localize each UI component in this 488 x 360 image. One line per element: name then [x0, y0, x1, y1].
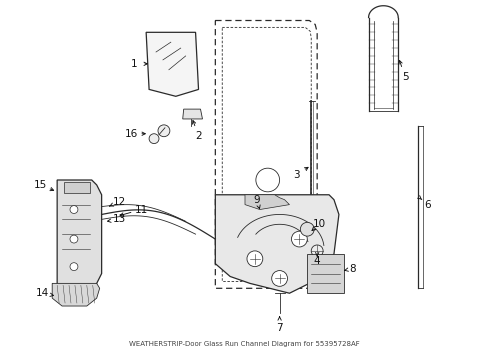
Text: 3: 3: [292, 170, 299, 180]
Text: 8: 8: [349, 264, 355, 274]
Text: 4: 4: [313, 256, 320, 266]
Text: 13: 13: [113, 215, 126, 224]
Circle shape: [158, 125, 169, 137]
Text: 15: 15: [34, 180, 47, 190]
Circle shape: [310, 245, 323, 257]
Polygon shape: [52, 283, 100, 306]
Circle shape: [291, 231, 306, 247]
Text: 5: 5: [401, 72, 407, 82]
Text: WEATHERSTRIP-Door Glass Run Channel Diagram for 55395728AF: WEATHERSTRIP-Door Glass Run Channel Diag…: [128, 341, 359, 347]
Text: 11: 11: [134, 204, 147, 215]
Text: 9: 9: [253, 195, 260, 205]
Text: 12: 12: [113, 197, 126, 207]
Text: 2: 2: [195, 131, 202, 141]
Circle shape: [300, 222, 314, 236]
Text: 14: 14: [36, 288, 49, 298]
Polygon shape: [215, 195, 338, 293]
Circle shape: [70, 235, 78, 243]
Polygon shape: [64, 182, 90, 193]
Circle shape: [246, 251, 262, 267]
Text: 6: 6: [424, 199, 430, 210]
Circle shape: [70, 263, 78, 271]
Polygon shape: [57, 180, 102, 288]
Circle shape: [271, 271, 287, 286]
Circle shape: [70, 206, 78, 213]
Text: 1: 1: [131, 59, 137, 69]
Text: 16: 16: [124, 129, 138, 139]
Polygon shape: [306, 254, 343, 293]
Polygon shape: [244, 195, 289, 210]
Text: 7: 7: [276, 323, 283, 333]
Text: 10: 10: [312, 219, 325, 229]
Circle shape: [149, 134, 159, 144]
Circle shape: [255, 168, 279, 192]
Polygon shape: [183, 109, 202, 119]
Polygon shape: [146, 32, 198, 96]
